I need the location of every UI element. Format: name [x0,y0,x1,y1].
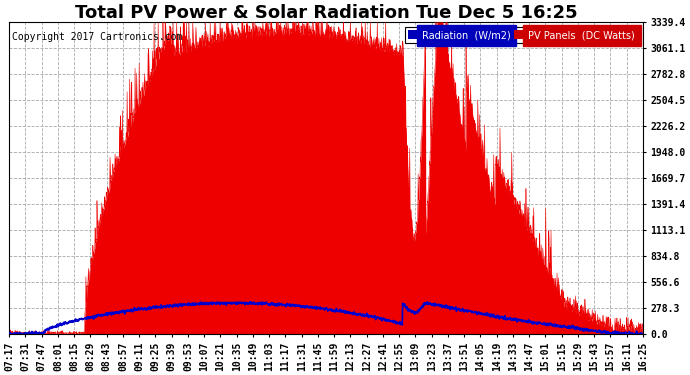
Title: Total PV Power & Solar Radiation Tue Dec 5 16:25: Total PV Power & Solar Radiation Tue Dec… [75,4,578,22]
Legend: Radiation  (W/m2), PV Panels  (DC Watts): Radiation (W/m2), PV Panels (DC Watts) [404,27,638,43]
Text: Copyright 2017 Cartronics.com: Copyright 2017 Cartronics.com [12,32,183,42]
